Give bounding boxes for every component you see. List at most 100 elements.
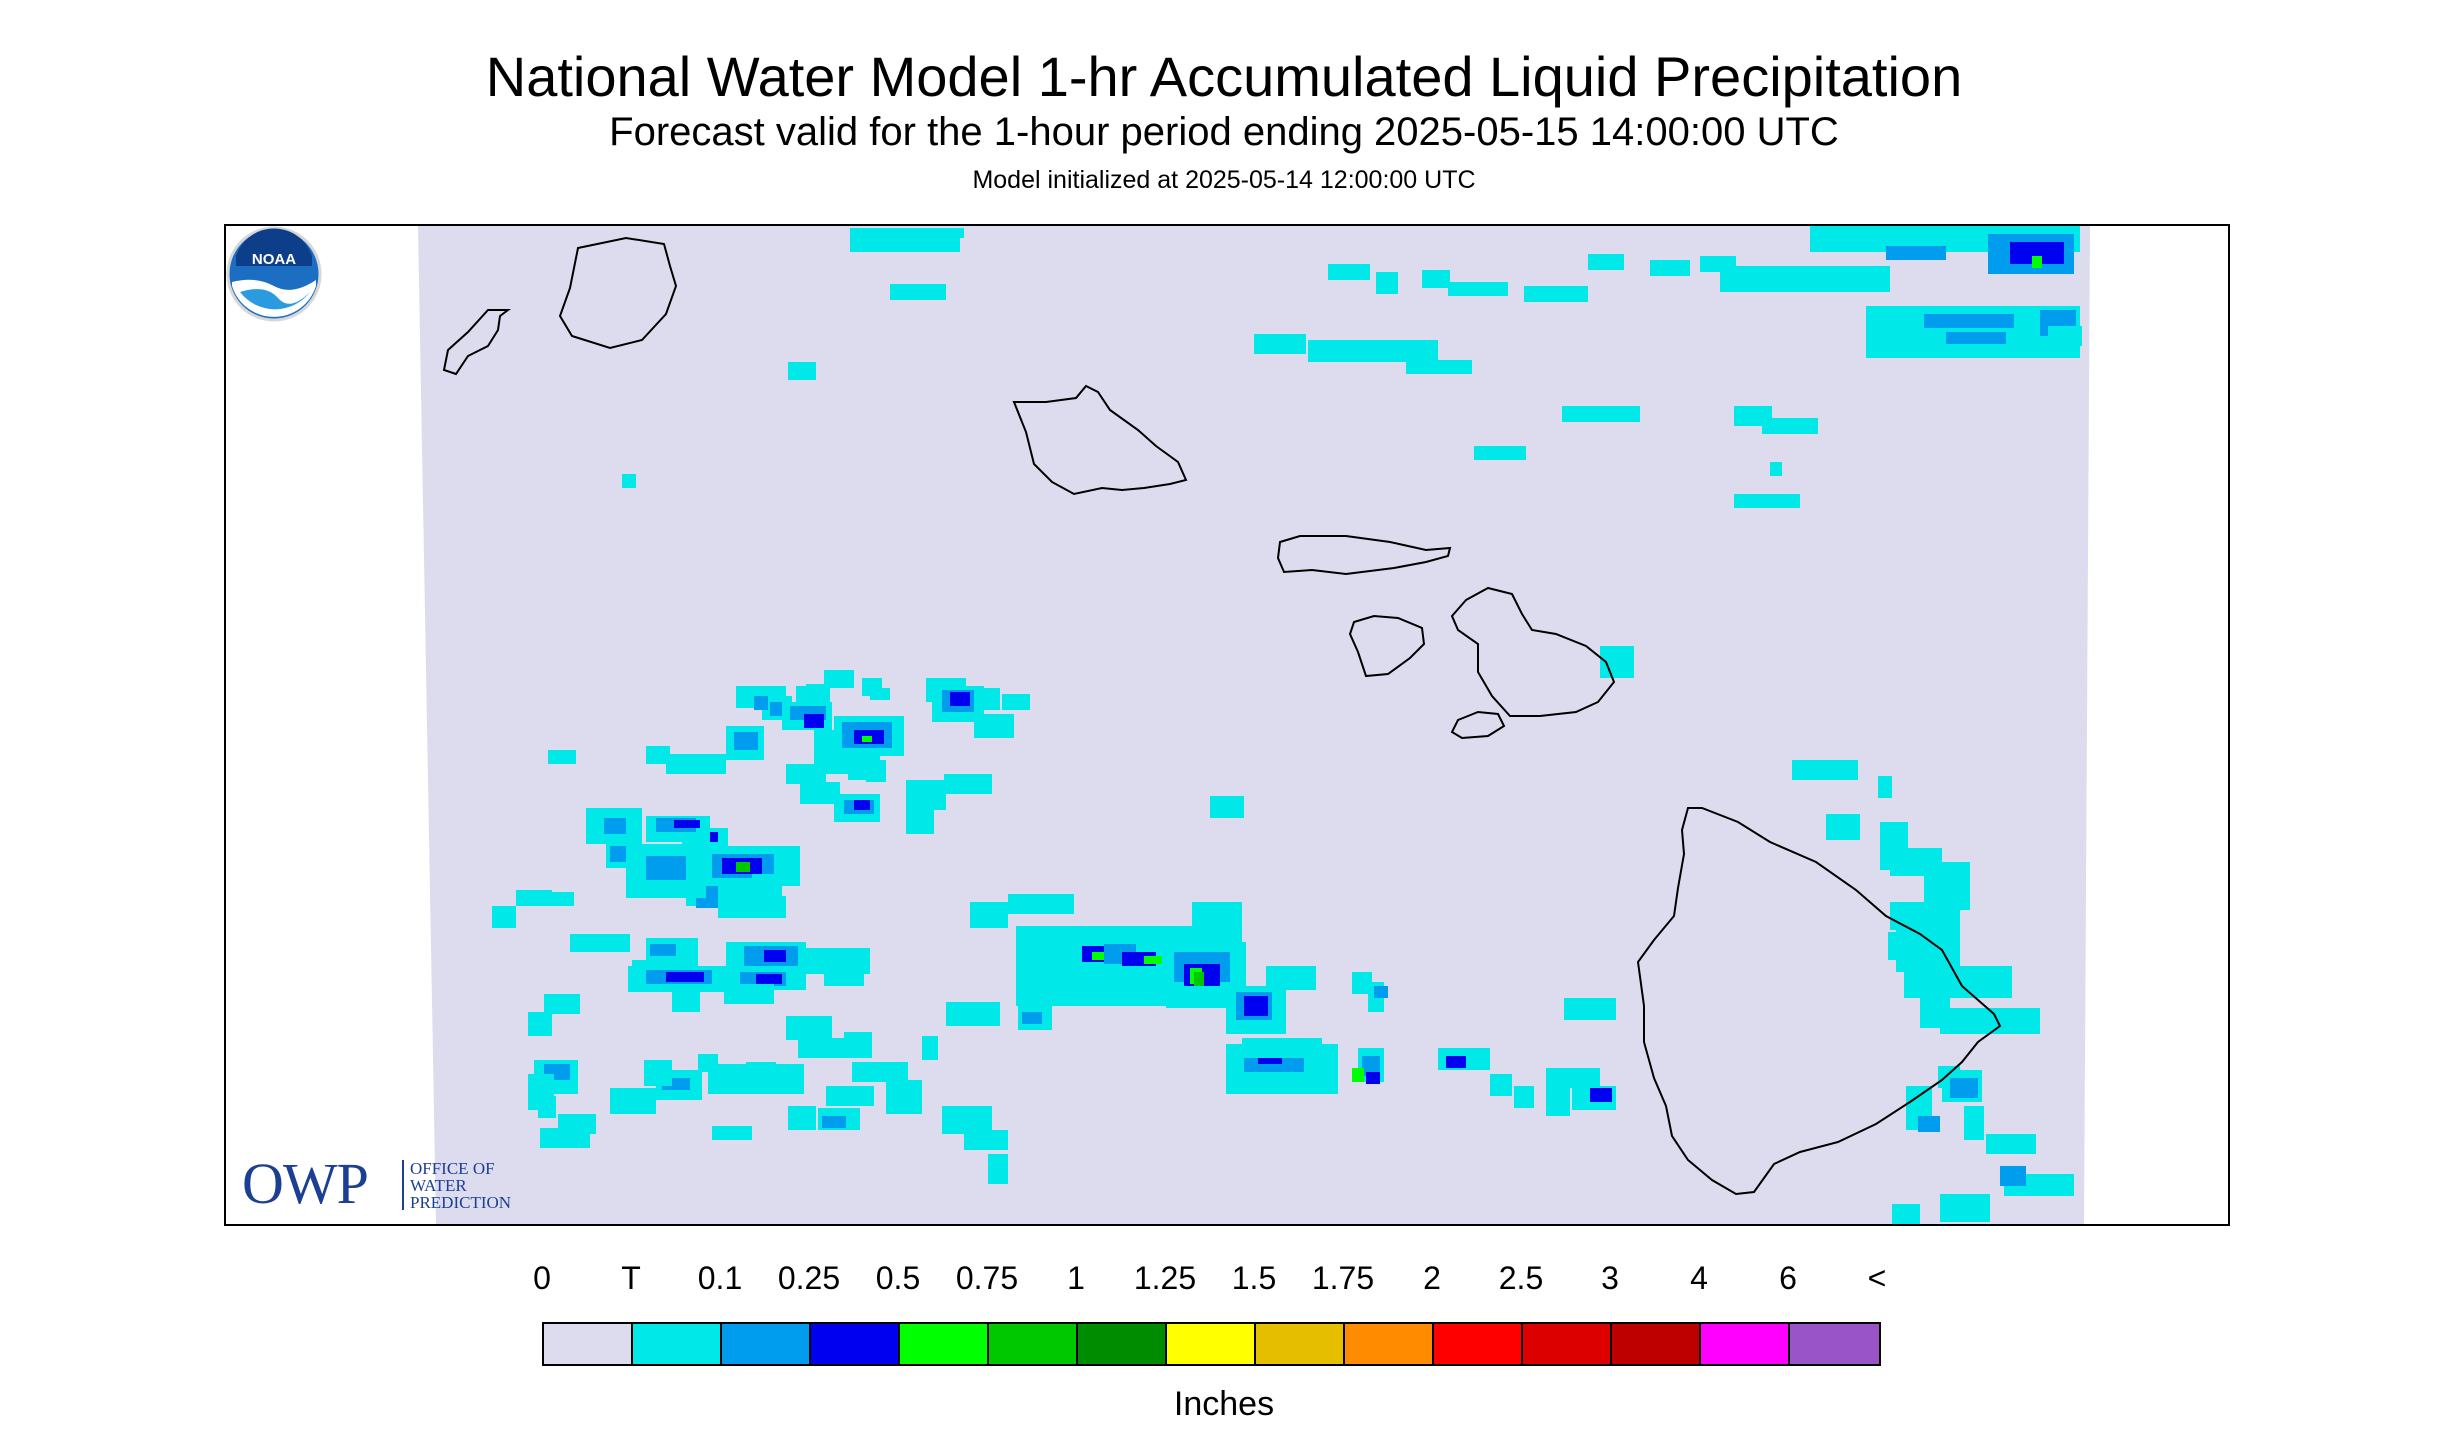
legend-units: Inches bbox=[1173, 1385, 1275, 1423]
precip-cell bbox=[1352, 1068, 1364, 1082]
precip-cell bbox=[736, 862, 750, 872]
precip-cell bbox=[604, 818, 626, 834]
precip-cell bbox=[1144, 956, 1162, 964]
precip-cell bbox=[644, 1060, 672, 1086]
island-kahoolawe bbox=[1450, 710, 1506, 740]
noaa-logo: NOAA bbox=[226, 226, 322, 322]
precip-cell bbox=[862, 736, 872, 742]
precip-cell bbox=[2048, 326, 2082, 346]
legend-tick-label: 3 bbox=[1601, 1260, 1619, 1296]
precip-cell bbox=[1446, 1056, 1466, 1068]
precip-cell bbox=[1650, 260, 1690, 276]
precip-cell bbox=[528, 1012, 552, 1036]
legend-tick-label: < bbox=[1867, 1260, 1887, 1296]
precip-cell bbox=[1720, 266, 1890, 292]
owp-line-water: WATER bbox=[410, 1176, 467, 1195]
precip-cell bbox=[798, 1038, 858, 1058]
legend-swatch bbox=[1612, 1324, 1701, 1364]
model-init-line: Model initialized at 2025-05-14 12:00:00… bbox=[972, 166, 1476, 194]
precip-cell bbox=[906, 806, 934, 834]
precip-cell bbox=[822, 1116, 846, 1128]
island-lanai bbox=[1348, 614, 1426, 678]
precip-cell bbox=[2000, 1166, 2026, 1186]
precip-cell bbox=[1254, 334, 1306, 354]
precip-cell bbox=[804, 714, 824, 728]
precip-cell bbox=[544, 994, 580, 1014]
precipitation-cells bbox=[492, 226, 2082, 1224]
legend-swatch bbox=[1256, 1324, 1345, 1364]
precip-cell bbox=[852, 1062, 908, 1082]
precip-cell bbox=[1734, 494, 1800, 508]
precip-cell bbox=[806, 684, 826, 700]
legend-tick-label: 0.1 bbox=[697, 1260, 743, 1296]
owp-logo-divider bbox=[402, 1160, 404, 1210]
precip-cell bbox=[1376, 272, 1398, 294]
legend-swatch bbox=[1078, 1324, 1167, 1364]
precip-cell bbox=[870, 688, 890, 700]
owp-logo: OWP OFFICE OF WATER PREDICTION bbox=[242, 1154, 572, 1214]
precip-cell bbox=[814, 730, 838, 766]
precip-cell bbox=[1008, 894, 1074, 914]
precip-cell bbox=[1920, 996, 1950, 1028]
precip-cell bbox=[826, 1086, 874, 1106]
precip-cell bbox=[610, 1088, 656, 1114]
precip-cell bbox=[1374, 986, 1388, 998]
island-niihau bbox=[442, 309, 511, 376]
precip-cell bbox=[1242, 1038, 1322, 1058]
precip-cell bbox=[1194, 972, 1204, 986]
legend-swatch bbox=[1434, 1324, 1523, 1364]
precip-cell bbox=[752, 874, 782, 900]
legend-tick-label: T bbox=[621, 1260, 641, 1296]
precip-cell bbox=[848, 760, 870, 780]
island-hawaii bbox=[1636, 807, 2002, 1196]
precip-cell bbox=[764, 950, 786, 962]
precip-cell bbox=[712, 1126, 752, 1140]
precip-cell bbox=[666, 972, 704, 982]
precip-cell bbox=[622, 474, 636, 488]
precip-cell bbox=[824, 966, 864, 986]
owp-line-office: OFFICE OF bbox=[410, 1159, 495, 1178]
precip-cell bbox=[844, 1032, 872, 1058]
legend-swatch bbox=[1701, 1324, 1790, 1364]
precip-cell bbox=[708, 1064, 804, 1094]
precip-cell bbox=[666, 754, 726, 774]
precip-cell bbox=[2032, 256, 2042, 268]
legend-swatch bbox=[1790, 1324, 1879, 1364]
precip-cell bbox=[788, 1106, 816, 1130]
precip-cell bbox=[1964, 1106, 1984, 1140]
precip-cell bbox=[754, 696, 768, 710]
precip-cell bbox=[546, 892, 574, 906]
precip-cell bbox=[890, 284, 946, 300]
legend-tick-label: 6 bbox=[1779, 1260, 1797, 1296]
precip-cell bbox=[1762, 418, 1818, 434]
precip-cell bbox=[1514, 1086, 1534, 1108]
owp-logo-text: OWP bbox=[242, 1151, 369, 1216]
precip-cell bbox=[1946, 332, 2006, 344]
legend-tick-label: 2.5 bbox=[1498, 1260, 1544, 1296]
island-molokai bbox=[1276, 535, 1452, 576]
precip-cell bbox=[1210, 796, 1244, 818]
precip-cell bbox=[650, 944, 676, 956]
precip-cell bbox=[1564, 998, 1616, 1020]
legend-tick-label: 1.25 bbox=[1133, 1260, 1197, 1296]
precip-cell bbox=[1422, 270, 1450, 288]
precip-cell bbox=[538, 1096, 556, 1118]
precip-cell bbox=[942, 1106, 992, 1134]
precip-cell bbox=[1022, 1012, 1042, 1024]
precip-cell bbox=[786, 764, 826, 784]
owp-logo-subtext: OFFICE OF WATER PREDICTION bbox=[410, 1160, 511, 1211]
precip-cell bbox=[1940, 1194, 1990, 1222]
legend-swatch bbox=[1167, 1324, 1256, 1364]
precip-cell bbox=[1792, 760, 1858, 780]
legend-tick-label: 0.25 bbox=[777, 1260, 841, 1296]
legend-tick-label: 2 bbox=[1423, 1260, 1441, 1296]
precip-cell bbox=[1590, 1088, 1612, 1102]
precip-cell bbox=[800, 782, 840, 804]
precip-cell bbox=[548, 750, 576, 764]
precip-cell bbox=[854, 800, 870, 810]
precip-cell bbox=[1546, 1082, 1570, 1116]
island-coastlines bbox=[442, 236, 2002, 1196]
precip-cell bbox=[756, 896, 786, 918]
precip-cell bbox=[1244, 996, 1268, 1016]
precip-cell bbox=[1940, 1008, 2040, 1034]
